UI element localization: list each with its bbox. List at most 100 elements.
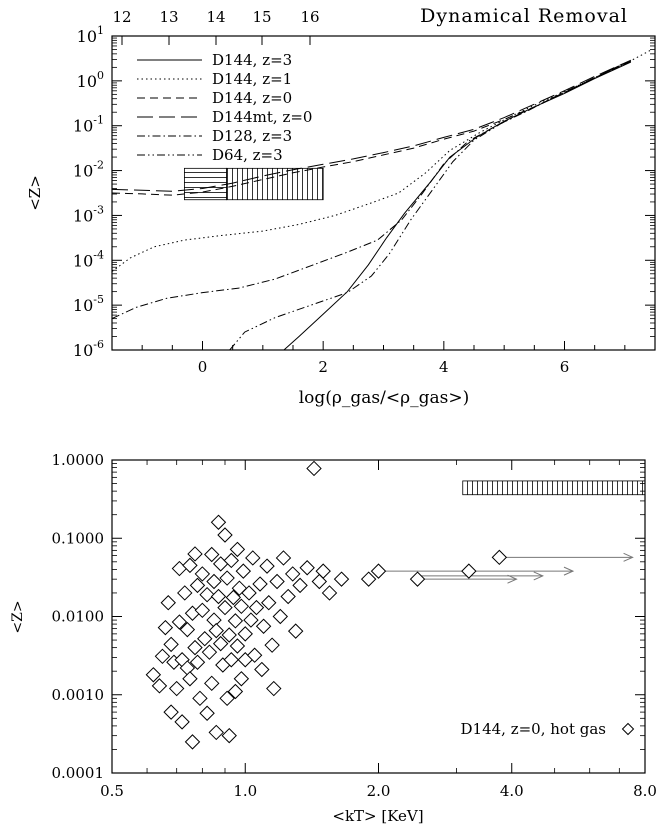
bottom-arrow-4 [468, 566, 575, 576]
top-legend-label-6: D64, z=3 [212, 146, 283, 164]
scatter-point [229, 541, 246, 558]
top-axis-tick-label: 15 [252, 8, 271, 26]
top-axis-tick-label: 14 [206, 8, 225, 26]
scatter-point [210, 588, 227, 605]
bottom-shaded-region [462, 480, 645, 496]
scatter-point [245, 550, 261, 566]
scatter-point [187, 546, 203, 562]
top-legend-label-5: D128, z=3 [212, 127, 292, 145]
scatter-point [204, 546, 220, 563]
bottom-x-tick-label: 2.0 [367, 782, 391, 800]
scatter-point [171, 614, 188, 630]
scatter-point [194, 566, 211, 582]
bottom-x-tick-label: 8.0 [633, 782, 657, 800]
scatter-point [206, 612, 222, 628]
scatter-point [261, 595, 277, 611]
scatter-point [266, 680, 282, 697]
top-x-tick-label: 2 [318, 358, 328, 376]
scatter-point [333, 571, 350, 587]
bottom-arrow-3 [421, 571, 544, 581]
top-y-tick-label: 10-2 [73, 159, 104, 181]
scatter-point [223, 552, 240, 569]
scatter-point [241, 585, 257, 601]
scatter-point [264, 637, 280, 653]
scatter-point [252, 576, 268, 592]
scatter-point [187, 639, 203, 656]
top-shaded-region-1 [183, 167, 228, 201]
scatter-point [208, 724, 224, 741]
scatter-point [284, 566, 301, 582]
scatter-point [177, 585, 193, 601]
scatter-point [269, 573, 285, 590]
top-legend-label-1: D144, z=3 [212, 51, 292, 69]
top-legend-label-4: D144mt, z=0 [212, 108, 312, 126]
top-series-line-6 [229, 61, 629, 350]
scatter-point [168, 680, 185, 697]
scatter-point [315, 563, 331, 579]
scatter-point [491, 549, 508, 566]
scatter-point [199, 586, 215, 603]
scatter-point [160, 595, 176, 611]
scatter-point [189, 654, 206, 670]
scatter-point [275, 550, 292, 566]
scatter-point [237, 626, 253, 642]
bottom-legend-swatch [621, 722, 635, 736]
scatter-point [246, 647, 263, 663]
scatter-point [223, 652, 240, 668]
bottom-y-tick-label: 0.0100 [52, 608, 105, 626]
scatter-point [254, 661, 270, 678]
scatter-point [174, 714, 190, 730]
scatter-point [321, 585, 338, 601]
bottom-x-tick-label: 0.5 [100, 782, 124, 800]
top-y-tick-label: 101 [77, 24, 104, 46]
top-y-tick-label: 10-4 [73, 248, 104, 270]
bottom-legend-label: D144, z=0, hot gas [461, 720, 606, 738]
top-y-tick-label: 10-3 [73, 203, 104, 225]
scatter-point [409, 571, 426, 587]
scatter-point [154, 648, 171, 665]
scatter-point [197, 631, 213, 647]
scatter-point [182, 671, 198, 687]
scatter-point [243, 612, 259, 628]
bottom-arrow-5 [499, 552, 634, 562]
bottom-arrow-2 [417, 574, 518, 584]
scatter-point [157, 619, 174, 636]
top-chart-title: Dynamical Removal [420, 5, 628, 27]
scatter-point [204, 675, 220, 692]
bottom-y-tick-label: 0.0001 [52, 764, 105, 782]
top-x-tick-label: 6 [560, 358, 570, 376]
scatter-point [306, 460, 322, 477]
bottom-y-tick-label: 1.0000 [52, 451, 105, 469]
bottom-x-tick-label: 1.0 [233, 782, 257, 800]
scatter-point [229, 638, 246, 654]
scatter-point [227, 613, 244, 629]
top-x-tick-label: 0 [198, 358, 208, 376]
scatter-point [189, 577, 206, 594]
scatter-point [182, 557, 198, 574]
scatter-point [248, 599, 265, 616]
scatter-point [227, 683, 244, 700]
scatter-point [370, 563, 387, 579]
scatter-point [194, 602, 211, 619]
top-chart-xlabel: log(ρ_gas/<ρ_gas>) [299, 388, 470, 408]
bottom-chart: 0.5 1.0 2.0 4.0 8.0 0.0001 0.0010 0.0100 0.1000… [10, 451, 657, 825]
scatter-point [235, 563, 252, 579]
scatter-point [280, 588, 296, 605]
scatter-point [184, 734, 201, 750]
bottom-arrow-1 [378, 566, 477, 576]
scatter-point [255, 618, 272, 634]
scatter-point [231, 580, 248, 596]
scatter-point [179, 621, 196, 638]
top-series-line-3 [112, 60, 632, 196]
scatter-point [163, 704, 179, 720]
top-axis-tick-label: 16 [300, 8, 319, 26]
top-axis-tick-label: 13 [159, 8, 178, 26]
bottom-y-tick-label: 0.0010 [52, 686, 105, 704]
scatter-point [233, 671, 250, 687]
scatter-point [292, 577, 308, 594]
top-axis-tick-label: 12 [112, 8, 131, 26]
scatter-point [287, 623, 304, 639]
bottom-x-tick-label: 4.0 [500, 782, 524, 800]
scatter-point [192, 690, 208, 707]
